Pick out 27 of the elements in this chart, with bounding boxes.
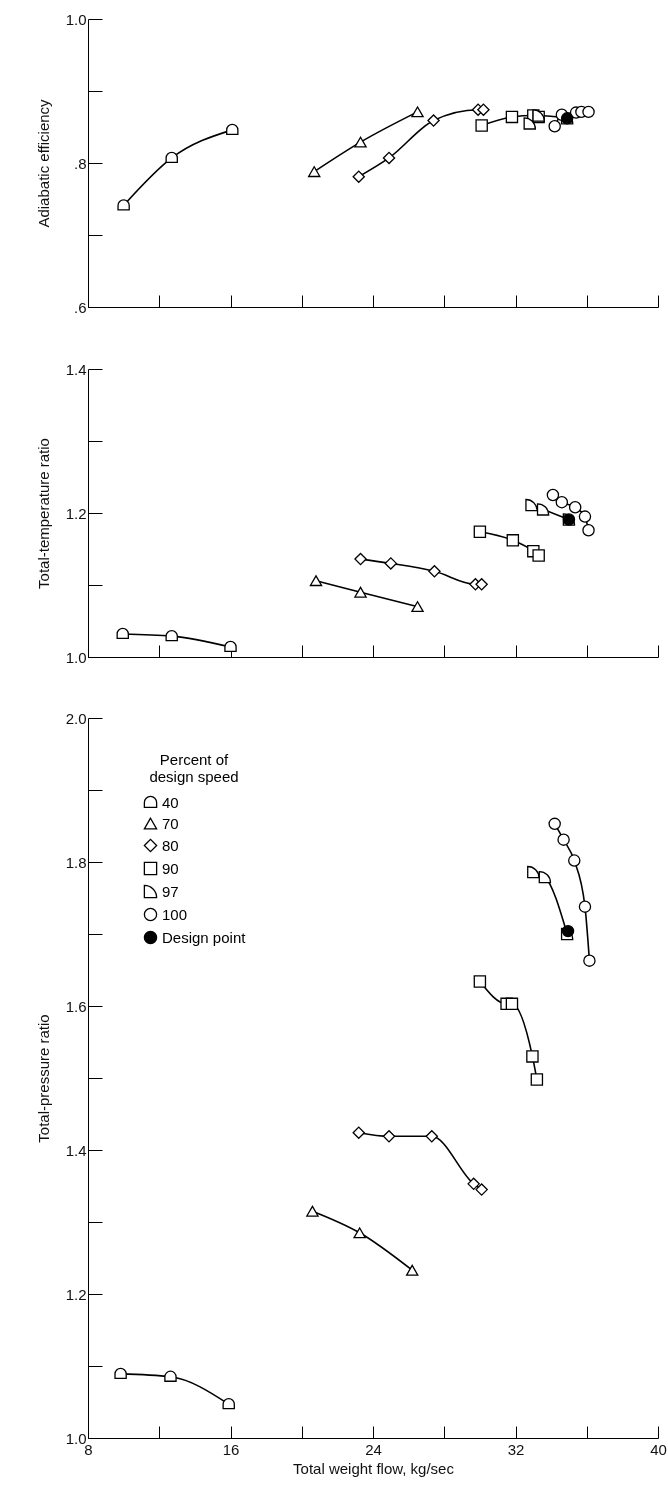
y-tick-label: 1.0 — [65, 648, 87, 666]
y-tick-label: 2.0 — [65, 709, 87, 727]
legend-title: Percent of design speed — [149, 751, 239, 785]
y-axis-title: Adiabatic efficiency — [34, 98, 52, 228]
x-tick-label: 40 — [650, 1440, 667, 1458]
y-tick-label: 1.8 — [65, 853, 87, 871]
legend-label: 80 — [162, 836, 179, 854]
y-axis-title: Total-pressure ratio — [34, 1014, 52, 1143]
legend-label: 70 — [162, 814, 179, 832]
x-axis-title: Total weight flow, kg/sec — [293, 1459, 455, 1477]
y-axis-title: Total-temperature ratio — [34, 438, 52, 589]
y-tick-label: .8 — [73, 154, 87, 172]
y-tick-label: 1.4 — [65, 360, 87, 378]
legend-label: 90 — [162, 859, 179, 877]
y-tick-label: .6 — [73, 298, 87, 316]
y-tick-label: 1.0 — [65, 10, 87, 28]
x-tick-label: 24 — [365, 1440, 382, 1458]
legend-label: 100 — [162, 905, 188, 923]
y-tick-label: 1.6 — [65, 997, 87, 1015]
y-tick-label: 1.2 — [65, 504, 87, 522]
y-tick-label: 1.4 — [65, 1141, 87, 1159]
y-tick-label: 1.2 — [65, 1285, 87, 1303]
legend-label: 97 — [162, 882, 179, 900]
x-tick-label: 16 — [222, 1440, 240, 1458]
legend-label: 40 — [162, 793, 179, 811]
legend-label: Design point — [162, 928, 247, 946]
x-tick-label: 32 — [507, 1440, 525, 1458]
